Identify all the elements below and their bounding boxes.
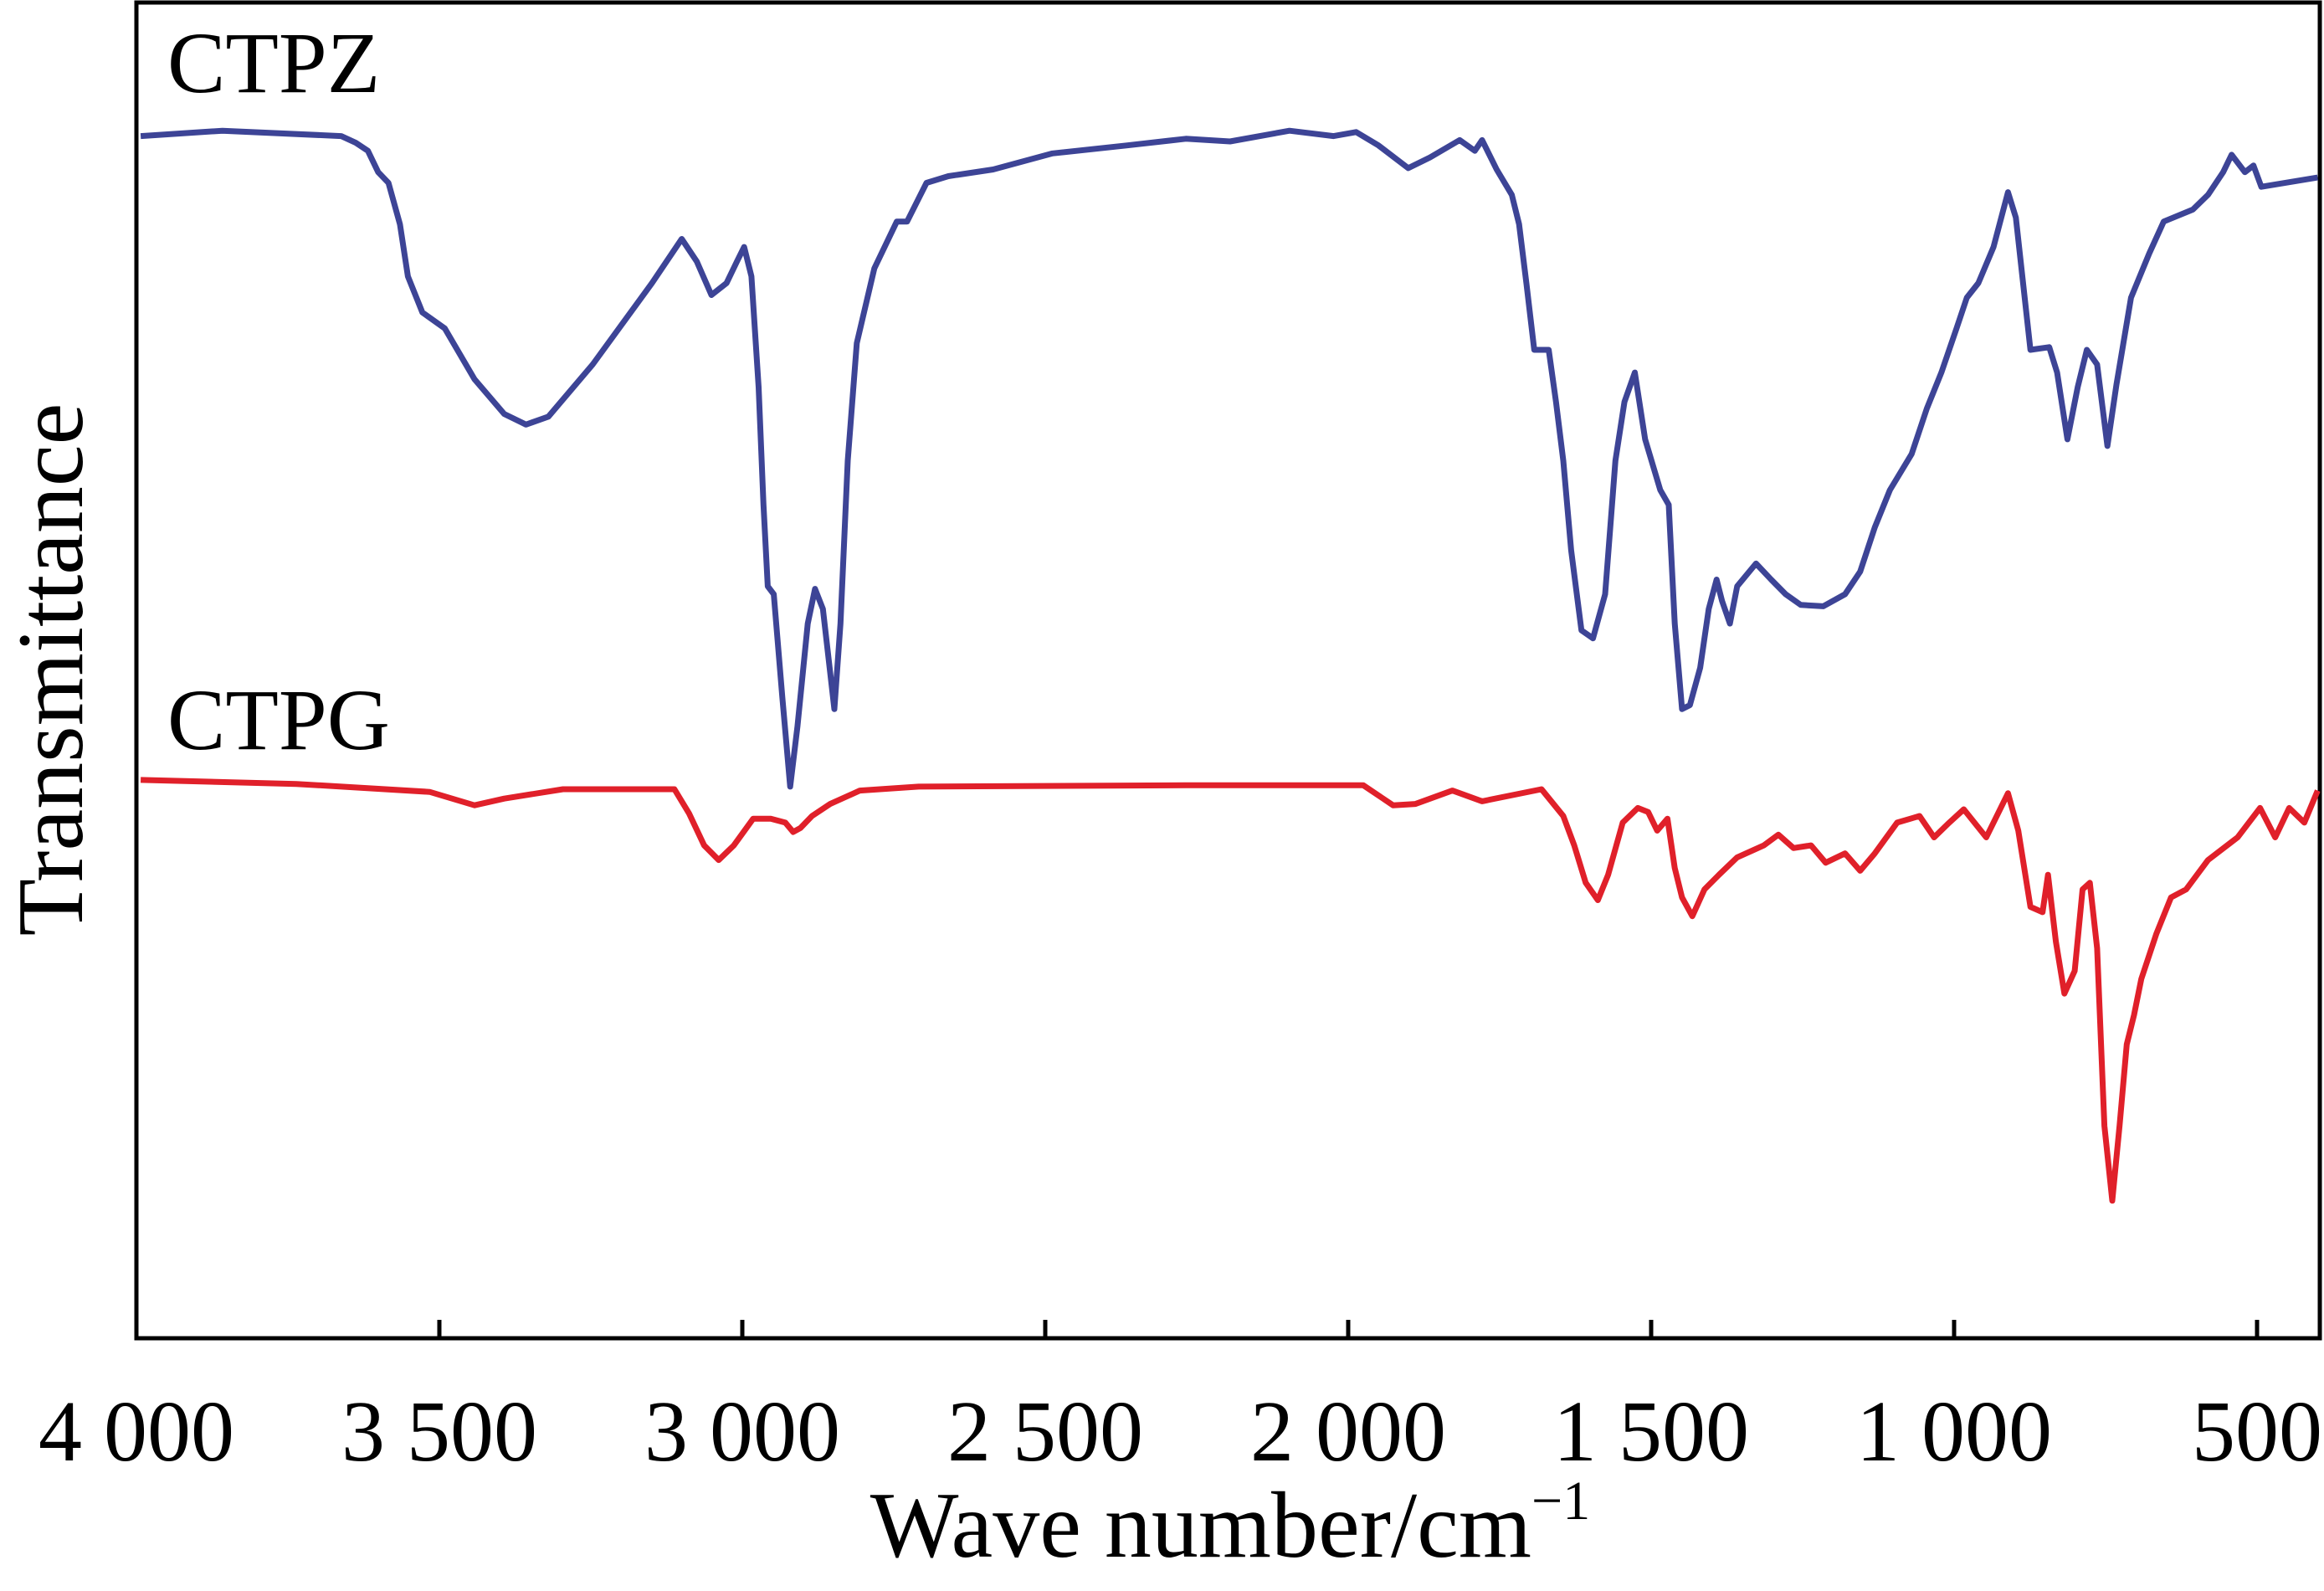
plot-frame <box>134 0 2322 1341</box>
series-lines <box>140 127 2321 1204</box>
x-axis-label: Wave number/cm−1 <box>870 1470 1590 1578</box>
x-axis-label-text: Wave number/cm <box>870 1474 1531 1578</box>
x-tick-label: 2 000 <box>1250 1383 1446 1480</box>
series-label-ctpz: CTPZ <box>167 15 380 111</box>
x-tick-label: 3 500 <box>341 1383 537 1480</box>
x-tick-label: 2 500 <box>947 1383 1143 1480</box>
x-axis-label-superscript: −1 <box>1531 1470 1590 1532</box>
x-axis-tick-labels: 4 000 3 500 3 000 2 500 2 000 1 500 1 000 500 <box>38 1383 2322 1480</box>
x-tick-label: 1 500 <box>1553 1383 1749 1480</box>
x-tick-label: 1 000 <box>1856 1383 2052 1480</box>
series-line-ctpg <box>141 777 2321 1204</box>
x-axis-ticks <box>437 1320 2260 1338</box>
series-label-ctpg: CTPG <box>167 672 390 768</box>
y-axis-label: Transmittance <box>0 403 103 937</box>
series-line-ctpz <box>140 127 2318 790</box>
x-tick-label: 500 <box>2192 1383 2322 1480</box>
x-tick-label: 3 000 <box>644 1383 840 1480</box>
x-tick-label: 4 000 <box>38 1383 234 1480</box>
